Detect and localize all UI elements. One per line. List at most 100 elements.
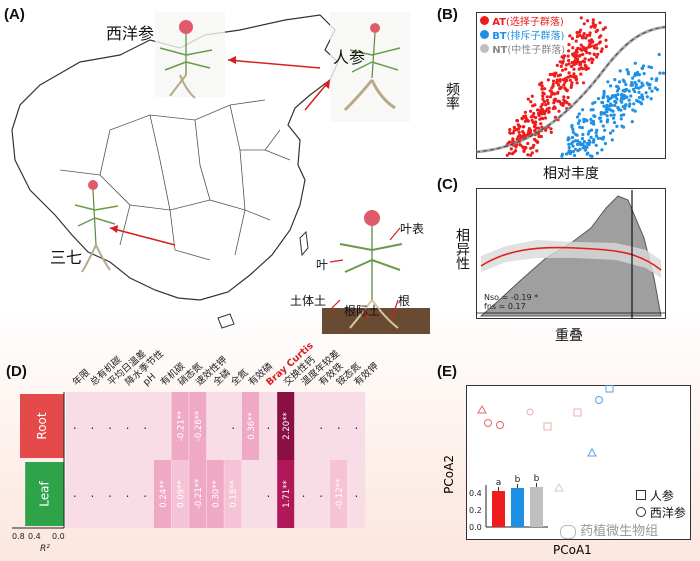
at-point [545,98,550,103]
heatmap-cell [242,460,259,528]
at-point [529,146,533,150]
at-point [562,83,566,87]
heatmap-cell [224,392,242,460]
heatmap-cell-value: 1.71** [282,480,292,507]
bt-point [603,128,607,132]
at-point [569,74,573,78]
bt-point [589,121,593,125]
at-point [575,34,579,39]
at-point [569,85,573,89]
bt-point [605,114,609,118]
bt-point [572,153,577,158]
at-point [545,95,549,99]
at-point [557,109,561,113]
at-point [523,110,527,114]
at-point [553,97,558,101]
panel-d-cells: ..... -0.21** -0.26**. 0.36**. 2.20**.......… [66,392,366,528]
heatmap-cell [259,460,277,528]
bt-point [576,121,580,125]
bt-point [609,84,613,88]
bt-point [596,136,600,140]
at-point [533,129,537,133]
heatmap-cell [83,392,101,460]
at-point [551,72,555,76]
at-point [549,127,553,131]
at-point [540,87,544,91]
bt-point [600,148,604,152]
heatmap-cell [118,392,136,460]
at-point [570,64,574,68]
at-point [522,125,526,129]
bt-point [571,127,575,131]
at-point [567,58,571,63]
column-header: 全氮 [228,366,251,388]
at-point [530,94,534,98]
at-point [524,114,528,118]
at-point [579,16,583,20]
at-point [529,109,533,113]
at-point [567,43,571,47]
heatmap-cell [136,392,154,460]
bt-point [570,135,575,140]
heatmap-cell [66,460,83,528]
bt-point [606,80,610,84]
at-point [531,120,535,124]
r2-bar [25,462,65,526]
bt-point [619,113,623,117]
bt-point [606,99,610,103]
at-point [544,103,548,107]
at-point [581,81,586,85]
bt-point [611,129,615,133]
bt-point [614,95,618,99]
bt-point [609,102,613,106]
heatmap-cell [277,392,295,460]
bt-point [577,112,581,116]
bt-point [615,89,619,93]
at-point [527,127,531,131]
bt-point [582,140,587,144]
at-point [508,131,512,135]
at-point [539,105,543,109]
at-point [511,131,515,135]
at-point [536,126,541,130]
at-point [585,50,589,55]
renshen-plant-illustration [330,12,410,122]
bt-point [571,140,575,144]
bt-point [595,151,599,155]
bt-point [589,135,593,139]
at-point [597,35,601,39]
at-point [574,58,578,62]
bt-point [603,141,608,146]
bt-point [650,77,654,81]
bt-point [581,108,585,112]
bt-point [619,99,623,103]
legend-renshen: 人参 [636,488,686,505]
bt-point [634,83,638,87]
at-point [556,99,560,103]
inset-bar-letter: a [496,478,502,488]
bt-point [580,126,584,130]
at-point [596,52,600,56]
at-point [595,28,600,32]
watermark: 药植微生物组 [560,520,658,539]
at-point [601,27,605,31]
at-point [571,52,575,56]
bt-point [570,125,574,129]
heatmap-cell [136,460,154,528]
at-point [522,149,526,153]
at-point [565,89,569,93]
bt-point [594,131,598,135]
bt-point [641,83,645,87]
at-point [589,25,593,29]
heatmap-cell [154,392,171,460]
at-point [509,147,513,151]
bt-point [645,95,649,99]
heatmap-cell-value: 0.30** [212,480,222,507]
at-point [581,52,585,57]
at-point [523,119,527,123]
bt-point [629,94,633,98]
at-point [593,23,598,27]
bt-point [632,102,636,106]
at-point [529,100,533,104]
bt-point [622,93,626,98]
